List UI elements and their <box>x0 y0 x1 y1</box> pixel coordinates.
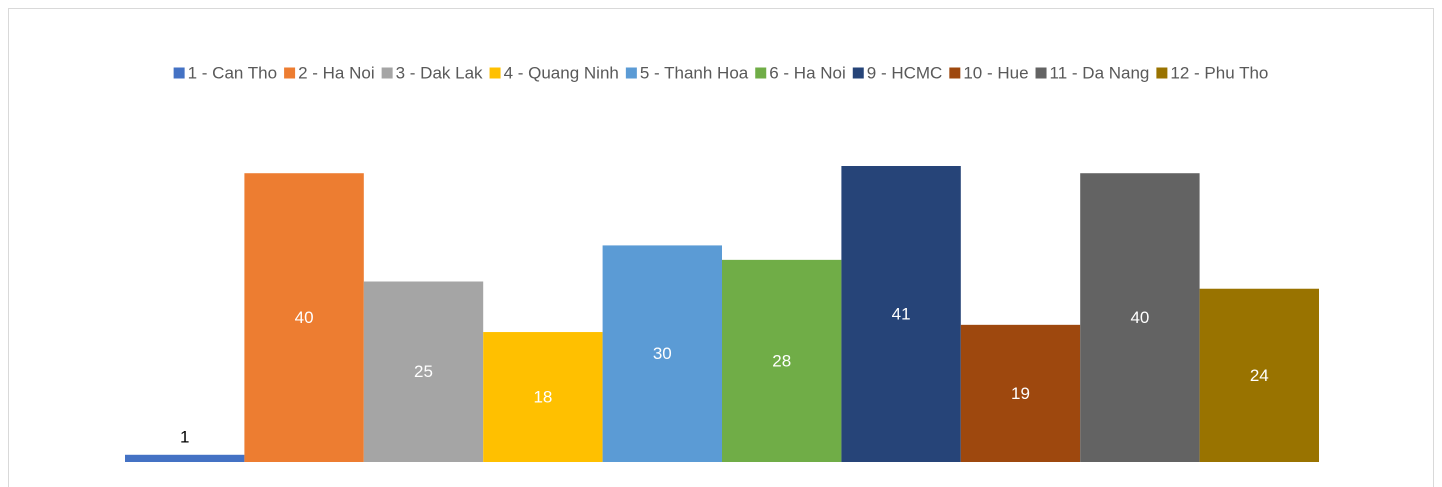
data-label: 41 <box>892 304 911 323</box>
legend-swatch <box>852 67 864 79</box>
legend-swatch <box>173 67 185 79</box>
legend-label: 11 - Da Nang <box>1050 63 1150 82</box>
data-label: 30 <box>653 344 672 363</box>
legend-swatch <box>949 67 961 79</box>
data-label: 19 <box>1011 384 1030 403</box>
legend-swatch <box>489 67 501 79</box>
data-label: 40 <box>295 308 314 327</box>
bar <box>722 259 842 462</box>
legend-label: 5 - Thanh Hoa <box>640 63 749 82</box>
legend-label: 6 - Ha Noi <box>769 63 846 82</box>
legend-label: 1 - Can Tho <box>188 63 277 82</box>
legend-label: 3 - Dak Lak <box>396 63 483 82</box>
legend: 1 - Can Tho 2 - Ha Noi 3 - Dak Lak 4 - Quan… <box>173 63 1268 82</box>
data-label: 40 <box>1130 308 1149 327</box>
bar <box>1080 173 1200 462</box>
legend-label: 10 - Hue <box>963 63 1028 82</box>
data-label: 25 <box>414 362 433 381</box>
data-label: 1 <box>180 427 189 446</box>
data-label: 18 <box>533 388 552 407</box>
legend-label: 4 - Quang Ninh <box>504 63 619 82</box>
legend-label: 9 - HCMC <box>867 63 943 82</box>
data-label: 24 <box>1250 366 1269 385</box>
legend-swatch <box>1156 67 1168 79</box>
bar <box>125 454 245 462</box>
legend-swatch <box>381 67 393 79</box>
legend-swatch <box>755 67 767 79</box>
bar <box>1199 288 1319 462</box>
bar <box>244 173 364 462</box>
bar <box>363 281 484 462</box>
data-label: 28 <box>772 351 791 370</box>
legend-swatch <box>625 67 637 79</box>
bar <box>841 166 961 462</box>
bar <box>602 245 722 462</box>
legend-label: 12 - Phu Tho <box>1170 63 1268 82</box>
bar <box>483 332 603 462</box>
legend-swatch <box>284 67 296 79</box>
legend-swatch <box>1035 67 1047 79</box>
legend-label: 2 - Ha Noi <box>298 63 375 82</box>
bar <box>960 324 1081 462</box>
